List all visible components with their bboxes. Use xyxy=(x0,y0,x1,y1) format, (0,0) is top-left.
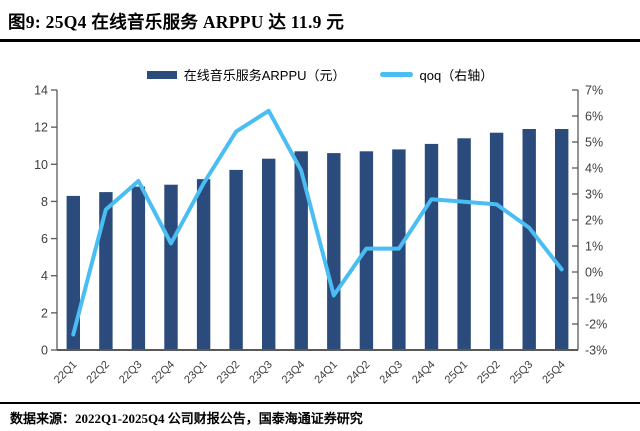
legend-label-qoq: qoq（右轴） xyxy=(419,68,494,83)
arppu-bar xyxy=(99,192,113,350)
left-axis-tick-label: 14 xyxy=(34,84,48,98)
right-axis-tick-label: 5% xyxy=(585,136,603,150)
arppu-bar xyxy=(555,129,569,350)
x-axis-tick-label: 24Q3 xyxy=(378,359,406,387)
bar-series-swatch xyxy=(146,70,177,79)
x-axis-tick-label: 25Q2 xyxy=(475,359,503,387)
right-axis-tick-label: 3% xyxy=(585,188,603,202)
arppu-bar xyxy=(196,179,211,350)
arppu-bar xyxy=(262,158,276,350)
arppu-bar xyxy=(164,184,178,350)
x-axis-tick-label: 23Q4 xyxy=(280,359,308,387)
arppu-bar xyxy=(522,129,536,350)
legend-label-arppu: 在线音乐服务ARPPU（元） xyxy=(183,68,346,83)
left-axis-tick-label: 8 xyxy=(41,195,48,209)
arppu-bar xyxy=(229,169,243,350)
arppu-bar xyxy=(66,195,80,350)
x-axis-tick-label: 23Q3 xyxy=(247,359,275,387)
right-axis-tick-label: 1% xyxy=(585,240,603,254)
x-axis-tick-label: 23Q1 xyxy=(182,359,210,387)
x-axis-tick-label: 23Q2 xyxy=(215,359,243,387)
left-axis-tick-label: 2 xyxy=(41,306,48,320)
left-axis-tick-label: 12 xyxy=(34,121,48,135)
line-series-swatch xyxy=(379,72,413,77)
arppu-bar xyxy=(457,138,471,350)
arppu-bar xyxy=(131,186,146,350)
x-axis-tick-label: 25Q3 xyxy=(508,359,536,387)
right-axis-tick-label: -1% xyxy=(585,292,607,306)
x-axis-tick-label: 24Q2 xyxy=(345,359,373,387)
x-axis-tick-label: 22Q1 xyxy=(52,359,80,387)
right-axis-tick-label: 6% xyxy=(585,110,603,124)
x-axis-tick-label: 22Q4 xyxy=(150,359,178,387)
qoq-line xyxy=(71,108,564,337)
figure-title: 图9: 25Q4 在线音乐服务 ARPPU 达 11.9 元 xyxy=(0,0,640,42)
legend-item-qoq: qoq（右轴） xyxy=(379,65,494,84)
right-axis-tick-label: 7% xyxy=(585,84,603,98)
left-axis-tick-label: 4 xyxy=(41,269,48,283)
x-axis-tick-label: 24Q4 xyxy=(410,359,438,387)
x-axis-tick-label: 24Q1 xyxy=(312,359,340,387)
x-axis-tick-label: 22Q3 xyxy=(117,359,145,387)
x-axis-tick-label: 25Q1 xyxy=(443,359,471,387)
left-axis-tick-label: 6 xyxy=(41,232,48,246)
arppu-bar xyxy=(489,132,504,350)
right-axis-tick-label: 2% xyxy=(585,214,603,228)
arppu-bar xyxy=(327,153,341,350)
right-axis-tick-label: -3% xyxy=(585,344,607,358)
legend-item-arppu: 在线音乐服务ARPPU（元） xyxy=(146,65,346,84)
arppu-bar xyxy=(294,151,308,350)
right-axis-tick-label: 0% xyxy=(585,266,603,280)
right-axis-tick-label: 4% xyxy=(585,162,603,176)
data-source-note: 数据来源：2022Q1-2025Q4 公司财报公告，国泰海通证券研究 xyxy=(0,402,640,427)
x-axis-tick-label: 22Q2 xyxy=(84,359,112,387)
x-axis-tick-label: 25Q4 xyxy=(540,359,568,387)
arppu-bar xyxy=(424,143,439,350)
right-axis-tick-label: -2% xyxy=(585,318,607,332)
left-axis-tick-label: 0 xyxy=(41,344,48,358)
chart-legend: 在线音乐服务ARPPU（元） qoq（右轴） xyxy=(0,65,640,84)
left-axis-tick-label: 10 xyxy=(34,158,48,172)
